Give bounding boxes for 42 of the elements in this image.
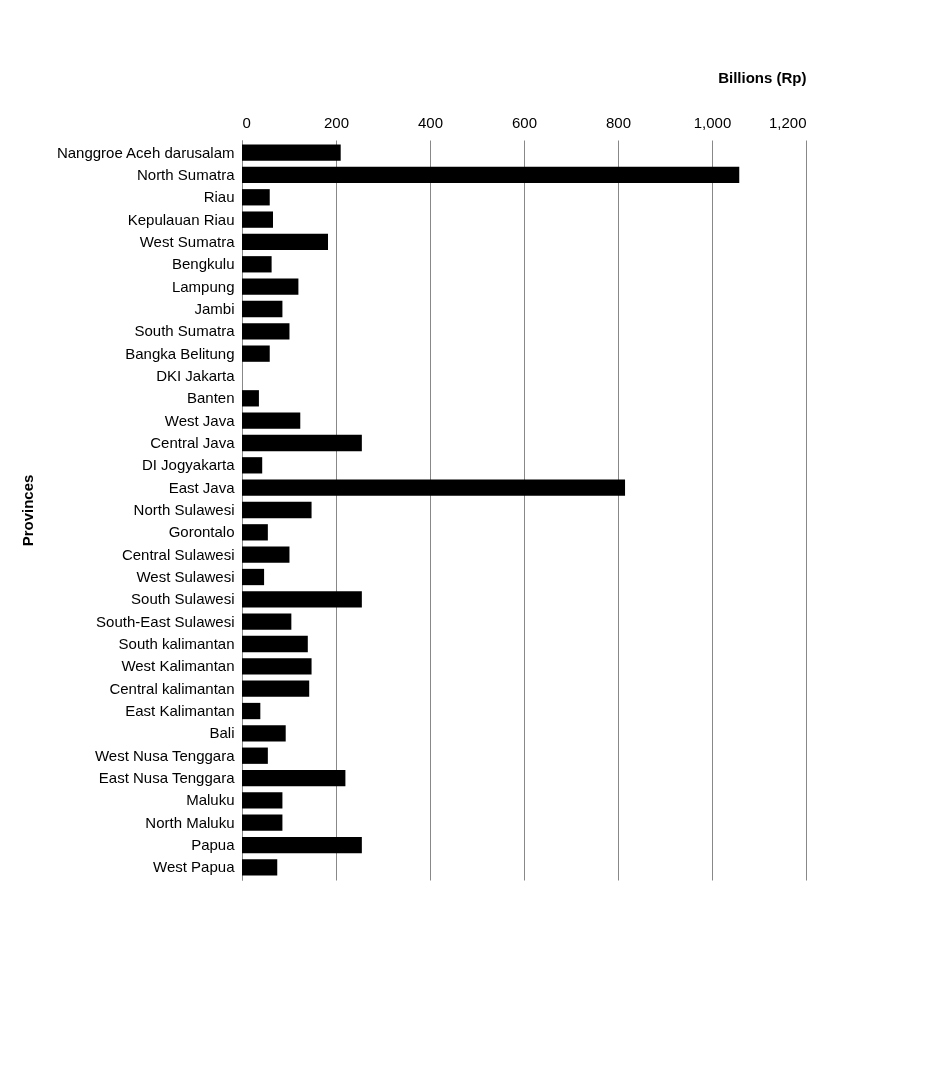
x-tick-label: 400 [417,113,444,131]
y-tick-label: East Java [168,478,236,496]
y-tick-label: Kepulauan Riau [127,210,235,228]
y-tick-label: West Nusa Tenggara [94,746,236,764]
x-tick-label: 1,200 [768,113,807,131]
y-tick-label: Maluku [186,791,235,809]
y-tick-label: Lampung [171,277,235,295]
y-tick-label: West Sulawesi [136,568,235,586]
y-tick-label: South Sumatra [134,322,236,340]
y-tick-label: East Kalimantan [125,702,235,720]
y-tick-label: South-East Sulawesi [96,612,235,630]
y-tick-label: West Papua [153,858,236,876]
y-tick-label: DI Jogyakarta [141,456,236,474]
x-tick-label: 600 [511,113,538,131]
x-tick-label: 200 [323,113,350,131]
x-axis-title: Billions (Rp) [718,68,807,86]
y-tick-label: Papua [191,836,236,854]
y-tick-label: Central kalimantan [109,679,235,697]
y-axis-title: Provinces [19,474,37,547]
y-tick-label: South kalimantan [118,635,235,653]
y-tick-label: West Kalimantan [121,657,235,675]
y-tick-label: Banten [186,389,235,407]
y-tick-label: Central Sulawesi [121,545,235,563]
y-tick-label: DKI Jakarta [156,366,236,384]
y-tick-label: Bali [209,724,235,742]
y-tick-label: Bengkulu [171,255,235,273]
y-tick-label: Bangka Belitung [125,344,235,362]
x-tick-label: 800 [605,113,632,131]
y-tick-label: North Sumatra [136,165,236,183]
y-tick-label: South Sulawesi [131,590,235,608]
y-tick-label: Gorontalo [168,523,235,541]
y-tick-label: West Java [164,411,236,429]
y-tick-label: Riau [203,188,235,206]
y-tick-label: Jambi [194,299,235,317]
y-tick-label: Central Java [150,433,236,451]
y-tick-label: Nanggroe Aceh darusalam [56,143,235,161]
x-tick-label: 0 [242,113,251,131]
y-tick-label: North Sulawesi [133,501,235,518]
y-tick-label: East Nusa Tenggara [98,769,236,787]
x-tick-label: 1,000 [693,113,732,131]
y-tick-label: North Maluku [145,813,235,831]
y-tick-label: West Sumatra [139,232,236,250]
